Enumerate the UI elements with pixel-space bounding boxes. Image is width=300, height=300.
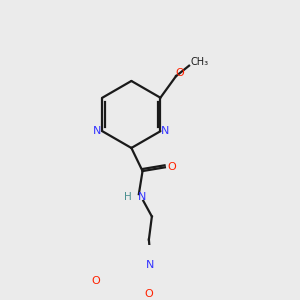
Text: O: O [176,68,184,78]
Text: N: N [93,126,102,136]
Text: N: N [161,126,170,136]
Text: O: O [92,275,100,286]
Text: N: N [138,192,146,202]
Text: O: O [144,290,153,299]
Text: O: O [168,162,176,172]
Text: CH₃: CH₃ [190,57,208,67]
Text: H: H [124,192,131,202]
Text: N: N [146,260,154,270]
